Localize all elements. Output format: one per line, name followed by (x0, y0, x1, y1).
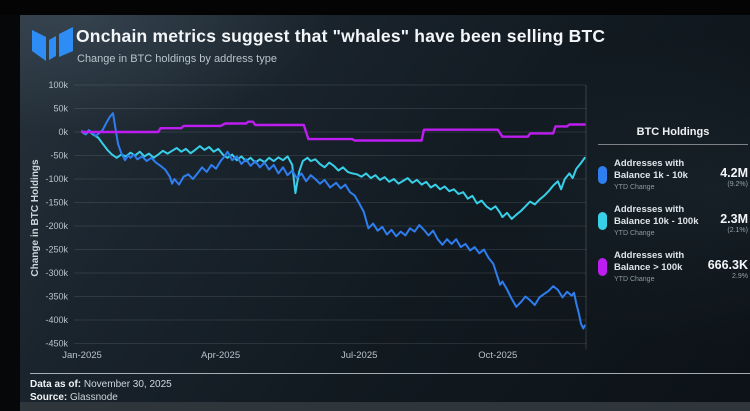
legend-item-1k-10k: Addresses with Balance 1k - 10k YTD Chan… (598, 158, 748, 191)
legend-swatch-blue (598, 166, 607, 184)
legend-value-sub: (2.1%) (727, 227, 748, 234)
data-as-of-value: November 30, 2025 (81, 379, 172, 390)
legend-value: 4.2M (720, 166, 748, 180)
legend-item-10k-100k: Addresses with Balance 10k - 100k YTD Ch… (598, 204, 748, 237)
left-letterbox (0, 15, 20, 411)
bottom-strip (20, 402, 750, 411)
data-as-of-line: Data as of: November 30, 2025 (30, 379, 172, 390)
source-label: Source: (30, 392, 68, 403)
legend-label-line1: Addresses with (614, 250, 685, 261)
legend-label-sub: YTD Change (614, 230, 655, 237)
legend-swatch-cyan (598, 212, 607, 230)
legend-label-sub: YTD Change (614, 184, 655, 191)
legend-label-line2: Balance > 100k (614, 262, 683, 273)
source-value: Glassnode (67, 392, 118, 403)
legend-value-sub: 2.9% (732, 273, 748, 280)
footer-divider (30, 373, 750, 374)
legend-label-sub: YTD Change (614, 276, 655, 283)
legend-label-line2: Balance 10k - 100k (614, 216, 699, 227)
chart-legend: BTC Holdings Addresses with Balance 1k -… (598, 126, 748, 283)
legend-item-gt-100k: Addresses with Balance > 100k YTD Change… (598, 250, 748, 283)
legend-value: 2.3M (720, 212, 748, 226)
data-as-of-label: Data as of: (30, 379, 82, 390)
legend-value: 666.3K (707, 258, 748, 272)
page-title: Onchain metrics suggest that "whales" ha… (76, 26, 606, 46)
brand-logo-icon (32, 27, 73, 61)
legend-swatch-magenta (598, 258, 607, 276)
top-letterbox (0, 0, 750, 15)
page-subtitle: Change in BTC holdings by address type (77, 53, 277, 65)
legend-label-line2: Balance 1k - 10k (614, 170, 688, 181)
legend-label-line1: Addresses with (614, 158, 685, 169)
legend-value-sub: (9.2%) (727, 181, 748, 188)
source-line: Source: Glassnode (30, 392, 118, 403)
legend-title: BTC Holdings (598, 126, 748, 145)
legend-label-line1: Addresses with (614, 204, 685, 215)
